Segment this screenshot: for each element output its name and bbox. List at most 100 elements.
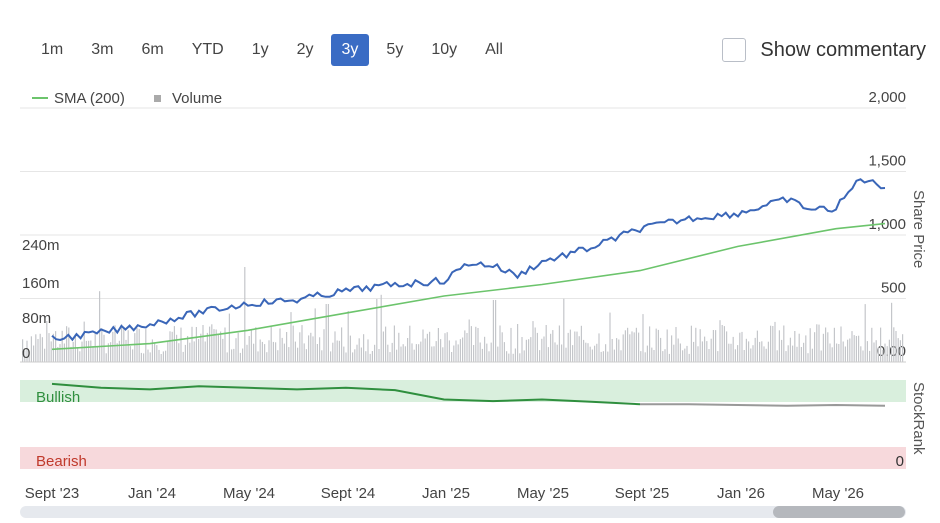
volume-bar xyxy=(701,341,703,362)
volume-bar xyxy=(499,325,501,362)
volume-bar xyxy=(796,346,798,362)
volume-bar xyxy=(354,349,356,362)
volume-bar xyxy=(299,332,301,362)
volume-bar xyxy=(675,327,677,362)
volume-bar xyxy=(407,338,409,362)
volume-bar xyxy=(418,344,420,362)
volume-bar xyxy=(338,340,340,362)
volume-bar xyxy=(554,342,556,362)
volume-bar xyxy=(176,334,178,362)
volume-bar xyxy=(26,340,28,362)
volume-bar xyxy=(367,339,369,362)
range-selector: 1m 3m 6m YTD 1y 2y 3y 5y 10y All xyxy=(30,34,520,66)
volume-bar xyxy=(514,348,516,362)
volume-bar xyxy=(435,341,437,362)
volume-bar xyxy=(607,351,609,362)
volume-bar xyxy=(242,348,244,362)
volume-bar xyxy=(173,326,175,362)
volume-bar xyxy=(853,335,855,362)
show-commentary-toggle[interactable]: Show commentary xyxy=(722,36,926,64)
commentary-checkbox[interactable] xyxy=(722,38,747,62)
range-button-1y[interactable]: 1y xyxy=(251,41,269,58)
range-button-3y[interactable]: 3y xyxy=(330,34,370,66)
range-button-10y[interactable]: 10y xyxy=(431,41,458,58)
volume-bar xyxy=(783,325,785,362)
volume-bar xyxy=(662,351,664,362)
volume-bar xyxy=(371,351,373,362)
x-tick-label: Jan '25 xyxy=(422,485,470,502)
volume-bar xyxy=(345,352,347,362)
volume-bar xyxy=(616,338,618,362)
volume-bar xyxy=(596,343,598,362)
volume-bar xyxy=(649,326,651,362)
volume-bar xyxy=(523,350,525,362)
volume-tick-label: 160m xyxy=(22,275,60,292)
volume-bar xyxy=(440,339,442,362)
range-button-5y[interactable]: 5y xyxy=(386,41,404,58)
bearish-band xyxy=(20,447,906,469)
volume-bar xyxy=(708,349,710,362)
volume-bar xyxy=(767,341,769,362)
volume-bar xyxy=(688,353,690,362)
volume-bar xyxy=(455,340,457,362)
volume-bar xyxy=(195,327,197,362)
volume-bar xyxy=(387,344,389,362)
stockrank-axis-title: StockRank xyxy=(910,382,927,455)
volume-bar xyxy=(519,353,521,362)
range-button-all[interactable]: All xyxy=(485,41,503,58)
volume-bar xyxy=(530,337,532,362)
scrollbar-thumb[interactable] xyxy=(773,506,905,518)
volume-bar xyxy=(167,341,169,362)
volume-bar xyxy=(90,340,92,362)
volume-bar xyxy=(851,331,853,362)
volume-bar xyxy=(81,341,83,362)
volume-bar xyxy=(393,325,395,362)
volume-bar xyxy=(627,327,629,362)
volume-bar xyxy=(550,333,552,362)
volume-bar xyxy=(668,353,670,362)
range-button-3m[interactable]: 3m xyxy=(91,41,114,58)
volume-bar xyxy=(415,344,417,362)
volume-bar xyxy=(437,328,439,362)
range-button-2y[interactable]: 2y xyxy=(296,41,314,58)
volume-bar xyxy=(864,304,866,362)
volume-bar xyxy=(70,346,72,362)
volume-bar xyxy=(369,353,371,362)
volume-bar xyxy=(283,343,285,362)
volume-bar xyxy=(684,348,686,362)
volume-bar xyxy=(151,339,153,362)
volume-bar xyxy=(321,350,323,362)
volume-bar xyxy=(433,346,435,362)
volume-bar xyxy=(875,340,877,362)
volume-bar xyxy=(215,329,217,362)
stockrank-bullish-line xyxy=(51,382,641,406)
volume-bar xyxy=(789,337,791,362)
volume-bar xyxy=(264,344,266,362)
volume-bar xyxy=(200,333,202,362)
volume-bar xyxy=(473,345,475,362)
volume-bar xyxy=(561,344,563,362)
volume-bar xyxy=(726,331,728,362)
range-button-6m[interactable]: 6m xyxy=(141,41,164,58)
volume-bar xyxy=(457,344,459,362)
horizontal-scrollbar[interactable] xyxy=(20,506,906,518)
volume-bar xyxy=(877,347,879,362)
volume-bar xyxy=(715,330,717,362)
volume-bar xyxy=(536,332,538,362)
volume-bar xyxy=(237,332,239,362)
x-tick-label: Sept '24 xyxy=(321,485,376,502)
volume-bar xyxy=(220,331,222,362)
volume-bar xyxy=(442,347,444,362)
volume-bar xyxy=(301,325,303,362)
volume-bar xyxy=(657,329,659,362)
volume-bar xyxy=(635,327,637,362)
volume-bar xyxy=(565,347,567,362)
range-button-1m[interactable]: 1m xyxy=(41,41,64,58)
volume-bar xyxy=(85,340,87,362)
volume-bar xyxy=(862,350,864,362)
range-button-ytd[interactable]: YTD xyxy=(191,41,224,58)
volume-bar xyxy=(752,345,754,362)
volume-bar xyxy=(580,325,582,362)
volume-bar xyxy=(160,354,162,362)
volume-bar xyxy=(382,331,384,362)
